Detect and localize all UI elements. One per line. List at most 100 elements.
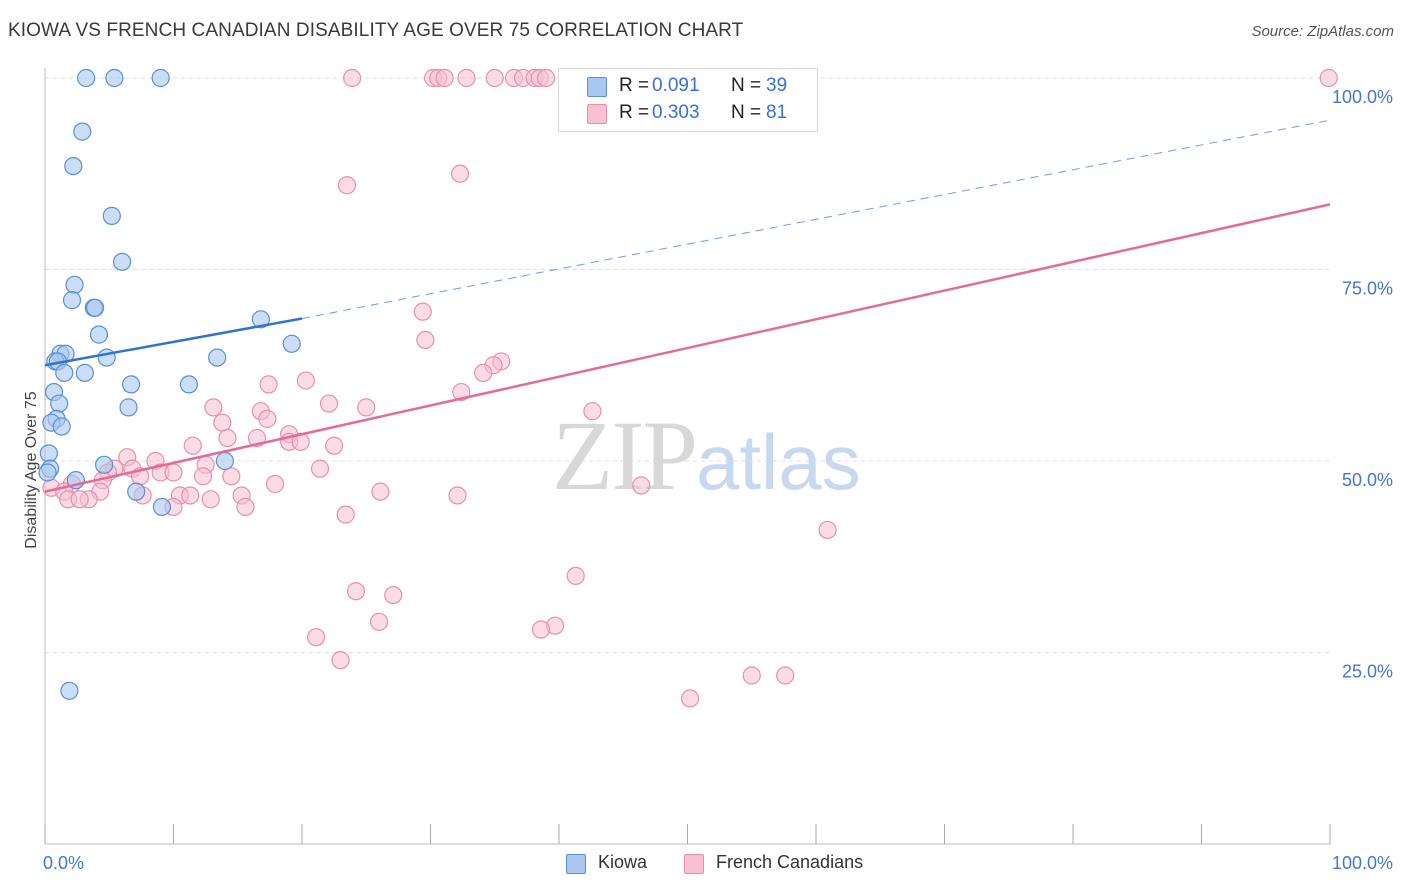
french-canadians-point [265,474,285,494]
kiowa-point [97,348,116,367]
french-canadians-point [457,68,476,88]
french-canadians-point [181,486,200,505]
french-canadians-point [343,68,362,88]
kiowa-point [62,291,82,310]
kiowa-point [179,375,199,394]
kiowa-point [282,334,301,353]
legend-label: Kiowa [598,852,648,872]
french-canadians-point [818,520,837,540]
kiowa-trendline-extension [301,119,1331,320]
watermark-atlas: atlas [696,418,861,506]
n-value: 81 [766,102,788,123]
french-canadians-point [204,398,223,417]
french-canadians-point [370,612,389,631]
french-canadians-point [680,689,700,708]
french-canadians-point [450,164,470,183]
french-canadians-point [201,490,220,509]
kiowa-swatch [587,77,607,97]
source-credit: Source: ZipAtlas.com [1251,23,1394,40]
kiowa-point [86,298,105,317]
kiowa-point [105,68,124,88]
kiowa-point [119,398,138,417]
french-canadians-point [474,363,493,383]
french-canadians-point [448,486,467,505]
kiowa-point [152,497,172,517]
y-tick-label: 50.0% [1342,470,1393,490]
french-canadians-point [485,68,504,88]
kiowa-point [60,681,79,700]
french-canadians-point [222,467,241,486]
kiowa-point [39,444,58,463]
kiowa-point [65,275,84,294]
kiowa-point [95,455,114,474]
french-canadians-point [331,651,350,670]
french-canadians-point [413,302,432,321]
french-canadians-point [531,620,551,639]
kiowa-point [55,363,74,383]
french-canadians-point [325,436,344,455]
french-canadians-trendline [44,203,1331,493]
legend-row-kiowa: R = 0.091 N = 39 [559,75,817,101]
french-canadians-point [452,382,471,402]
kiowa-point [50,394,69,413]
kiowa-point [151,68,170,88]
kiowa-point [215,451,234,471]
french-canadians-swatch [587,104,607,124]
kiowa-trendline [44,317,303,367]
french-canadians-point [371,482,390,501]
french-canadians-point [416,330,435,350]
french-canadians-point [296,371,315,390]
r-value: 0.091 [652,75,700,96]
legend-label: French Canadians [716,852,864,872]
french-canadians-point [742,666,761,685]
kiowa-point [52,417,71,436]
french-canadians-point [236,497,255,517]
watermark-zip: ZIP [552,400,698,511]
kiowa-point [127,482,146,501]
kiowa-point [208,348,227,367]
kiowa-point [77,68,96,88]
x-tick-label: 100.0% [1332,853,1393,873]
chart-title: KIOWA VS FRENCH CANADIAN DISABILITY AGE … [8,20,744,41]
kiowa-point [102,206,121,225]
french-canadians-point [307,628,326,647]
kiowa-point [121,375,141,394]
french-canadians-point [537,68,556,88]
french-canadians-point [213,413,232,432]
watermark: ZIPatlas [552,398,861,513]
french-canadians-point [310,459,330,478]
french-canadians-point [70,490,89,509]
n-label: N = [731,75,762,96]
french-canadians-point [193,467,213,486]
french-canadians-point [566,566,585,586]
french-canadians-point [346,582,366,601]
n-label: N = [731,102,762,123]
y-tick-label: 100.0% [1332,87,1393,107]
legend-row-french-canadians: R = 0.303 N = 81 [559,102,817,128]
french-canadians-point [259,375,278,394]
french-canadians-point [384,585,403,605]
french-canadians-swatch [684,854,704,874]
kiowa-point [251,310,270,329]
kiowa-point [89,325,109,344]
n-value: 39 [766,75,788,96]
r-value: 0.303 [652,102,700,123]
french-canadians-point [583,402,602,421]
y-tick-label: 75.0% [1342,279,1393,299]
french-canadians-point [632,476,651,495]
french-canadians-point [776,666,795,685]
french-canadians-point [164,463,183,482]
kiowa-point [64,156,83,176]
kiowa-swatch [566,854,586,874]
kiowa-point [38,463,57,482]
series-legend: Kiowa French Canadians [0,852,1406,876]
french-canadians-point [337,176,357,195]
french-canadians-point [258,409,277,428]
french-canadians-point [319,394,339,413]
stats-legend: R = 0.091 N = 39 R = 0.303 N = 81 [558,68,818,132]
kiowa-point [112,252,132,271]
r-label: R = [619,75,650,96]
x-tick-label: 0.0% [43,853,84,873]
french-canadians-point [435,68,454,88]
